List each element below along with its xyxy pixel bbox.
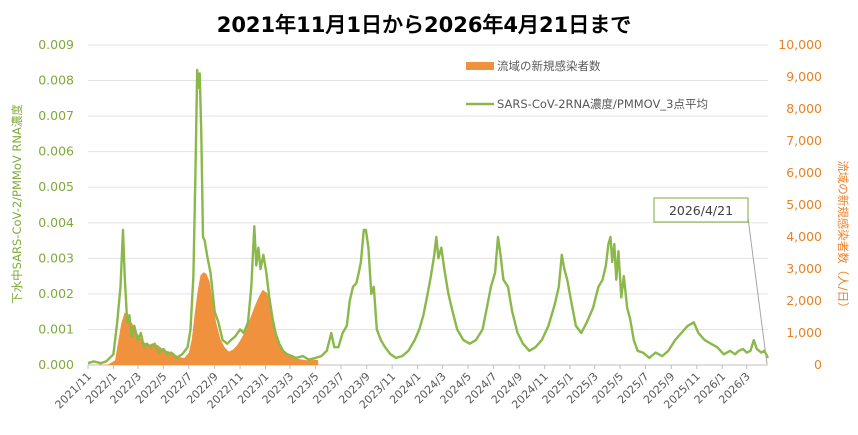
y-right-tick-label: 10,000: [778, 37, 822, 52]
y-right-tick-label: 6,000: [786, 165, 822, 180]
right-axis-ticks: 0 1,000 2,000 3,000 4,000 5,000 6,000 7,000 8,00…: [778, 37, 822, 372]
annotation-leader-line: [747, 217, 768, 365]
annotation-box: [653, 197, 749, 223]
legend-line-label: SARS-CoV-2RNA濃度/PMMOV_3点平均: [497, 97, 708, 111]
y-left-tick-label: 0.003: [38, 250, 74, 265]
chart-title: 2021年11月1日から2026年4月21日まで: [217, 13, 632, 37]
legend-area-label: 流域の新規感染者数: [497, 59, 601, 73]
y-axis-left-label: 下水中SARS-CoV-2/PMMoV RNA濃度: [10, 104, 24, 304]
new-infections-area: [88, 272, 319, 365]
date-annotation: 2026/4/21: [653, 197, 768, 365]
y-right-tick-label: 0: [814, 357, 822, 372]
y-right-tick-label: 7,000: [786, 133, 822, 148]
x-axis-ticks: 2021/112022/12022/32022/52022/72022/9202…: [53, 365, 753, 411]
legend: 流域の新規感染者数 SARS-CoV-2RNA濃度/PMMOV_3点平均: [466, 59, 708, 111]
y-right-tick-label: 3,000: [786, 261, 822, 276]
y-left-tick-label: 0.006: [38, 144, 74, 159]
left-axis-ticks: 0.000 0.001 0.002 0.003 0.004 0.005 0.006 0.007…: [38, 37, 74, 372]
infection-area-layer: [88, 272, 319, 365]
x-tick-label: 2021/11: [53, 370, 95, 412]
y-right-tick-label: 5,000: [786, 197, 822, 212]
y-left-tick-label: 0.005: [38, 179, 74, 194]
y-left-tick-label: 0.008: [38, 73, 74, 88]
y-left-tick-label: 0.004: [38, 215, 74, 230]
y-left-tick-label: 0.000: [38, 357, 74, 372]
y-right-tick-label: 2,000: [786, 293, 822, 308]
y-right-tick-label: 4,000: [786, 229, 822, 244]
y-axis-right-label: 流域の新規感染者数（人/日）: [836, 160, 850, 313]
rna-line-layer: [87, 68, 770, 365]
legend-area-swatch: [466, 62, 494, 70]
annotation-label: 2026/4/21: [669, 203, 733, 218]
y-right-tick-label: 9,000: [786, 69, 822, 84]
y-left-tick-label: 0.009: [38, 37, 74, 52]
y-right-tick-label: 8,000: [786, 101, 822, 116]
y-right-tick-label: 1,000: [786, 325, 822, 340]
y-left-tick-label: 0.007: [38, 108, 74, 123]
rna-concentration-line: [87, 68, 770, 365]
y-left-tick-label: 0.001: [38, 321, 74, 336]
y-left-tick-label: 0.002: [38, 286, 74, 301]
